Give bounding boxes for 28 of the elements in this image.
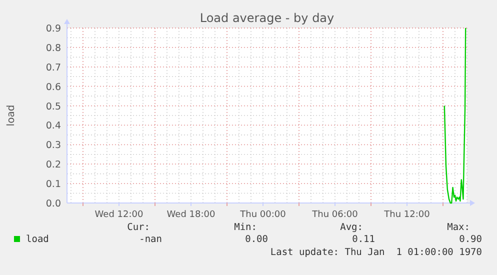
x-tick-label: Wed 12:00 [94,210,144,220]
y-tick-label: 0.6 [46,82,61,93]
chart-title: Load average - by day [200,11,334,25]
x-tick-label: Thu 00:00 [239,210,286,220]
y-tick-label: 0.4 [46,120,61,132]
text: Last update: Thu Jan 1 01:00:00 1970 [270,247,482,258]
text: 0.90 [459,234,482,245]
legend-label: load [26,234,49,245]
text: Avg: [340,222,363,233]
y-tick-label: 0.9 [46,24,61,34]
y-tick-label: 0.3 [46,140,61,152]
y-tick-label: 0.7 [46,62,61,74]
text: 0.11 [352,234,376,245]
y-tick-label: 0.5 [46,101,61,112]
line-series [444,27,466,204]
text: Max: [447,222,470,233]
text: Min: [234,222,257,233]
y-tick-label: 0.2 [46,160,61,171]
x-tick-label: Thu 12:00 [383,210,430,220]
x-tick-label: Wed 18:00 [166,210,216,220]
y-tick-label: 0.8 [46,42,61,54]
x-tick-label: Thu 06:00 [311,210,358,220]
y-axis-title: load [6,104,17,126]
y-tick-label: 0.1 [46,179,61,190]
text: 0.00 [245,234,268,245]
text: Cur: [127,222,150,233]
y-tick-label: 0.0 [46,198,61,210]
text: -nan [139,234,162,245]
